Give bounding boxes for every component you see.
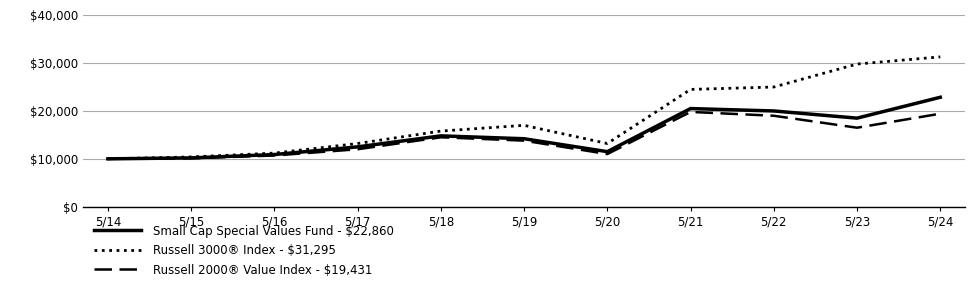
Legend: Small Cap Special Values Fund - $22,860, Russell 3000® Index - $31,295, Russell : Small Cap Special Values Fund - $22,860,… (94, 225, 394, 277)
